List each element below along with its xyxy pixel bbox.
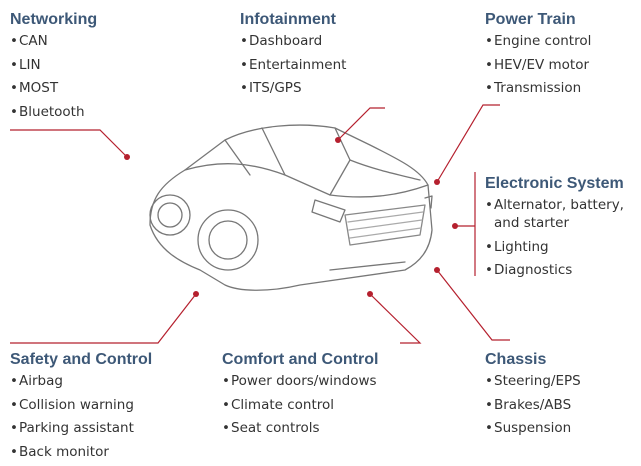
group-item: Power doors/windows <box>222 372 422 390</box>
group-item: CAN <box>10 32 210 50</box>
group-item: Back monitor <box>10 443 210 461</box>
leader-dot <box>124 154 130 160</box>
car-body <box>149 124 433 291</box>
group-title: Comfort and Control <box>222 351 379 368</box>
car-headlights <box>311 195 433 223</box>
car-pillars <box>224 127 351 196</box>
leader-line <box>436 104 500 183</box>
group: Infotainment Dashboard Entertainment ITS/GP… <box>240 8 440 103</box>
group-title: Electronic System <box>485 175 624 192</box>
group-item: Engine control <box>485 32 641 50</box>
leader-dot <box>193 291 199 297</box>
group: Power Train Engine control HEV/EV motor Tra… <box>485 8 641 103</box>
group-item: Entertainment <box>240 56 440 74</box>
car-bumper <box>329 261 406 271</box>
group-title: Infotainment <box>240 11 336 28</box>
group-item: Climate control <box>222 396 422 414</box>
group-item: Alternator, battery, and starter <box>485 196 635 232</box>
leader-dot <box>452 223 458 229</box>
front-wheel <box>197 209 259 271</box>
leader-dot <box>335 137 341 143</box>
leader-lines <box>10 104 510 344</box>
group-item: Airbag <box>10 372 210 390</box>
group: Electronic System Alternator, battery, an… <box>485 172 635 285</box>
leader-line <box>436 269 510 341</box>
group-item: Steering/EPS <box>485 372 635 390</box>
group: Networking CAN LIN MOST Bluetooth <box>10 8 210 126</box>
leader-dot <box>434 179 440 185</box>
front-rim <box>208 220 248 260</box>
car-grille-lines <box>347 211 424 239</box>
group: Safety and Control Airbag Collision warnin… <box>10 348 210 466</box>
group-item: Collision warning <box>10 396 210 414</box>
group-item: Transmission <box>485 79 641 97</box>
group-item: Suspension <box>485 419 635 437</box>
group: Comfort and Control Power doors/windows Cl… <box>222 348 422 443</box>
group: Chassis Steering/EPS Brakes/ABS Suspension <box>485 348 635 443</box>
group-title: Chassis <box>485 351 547 368</box>
leader-dot <box>434 267 440 273</box>
leader-line <box>10 293 197 344</box>
leader-line <box>337 107 385 141</box>
rear-rim <box>157 202 183 228</box>
car-sketch <box>149 124 433 291</box>
group-item: Bluetooth <box>10 103 210 121</box>
group-item: MOST <box>10 79 210 97</box>
group-title: Networking <box>10 11 98 28</box>
group-item: Lighting <box>485 238 635 256</box>
group-item: HEV/EV motor <box>485 56 641 74</box>
group-title: Safety and Control <box>10 351 153 368</box>
group-item: Seat controls <box>222 419 422 437</box>
rear-wheel <box>149 194 191 236</box>
car-grille <box>344 204 426 246</box>
leader-line <box>369 293 422 344</box>
car-shoulder <box>184 163 429 198</box>
car-hood <box>349 159 421 181</box>
leader-line <box>10 129 128 158</box>
leader-dots <box>124 137 458 297</box>
group-item: ITS/GPS <box>240 79 440 97</box>
group-item: LIN <box>10 56 210 74</box>
group-item: Dashboard <box>240 32 440 50</box>
group-item: Parking assistant <box>10 419 210 437</box>
group-item: Diagnostics <box>485 261 635 279</box>
leader-dot <box>367 291 373 297</box>
group-title: Power Train <box>485 11 576 28</box>
group-item: Brakes/ABS <box>485 396 635 414</box>
